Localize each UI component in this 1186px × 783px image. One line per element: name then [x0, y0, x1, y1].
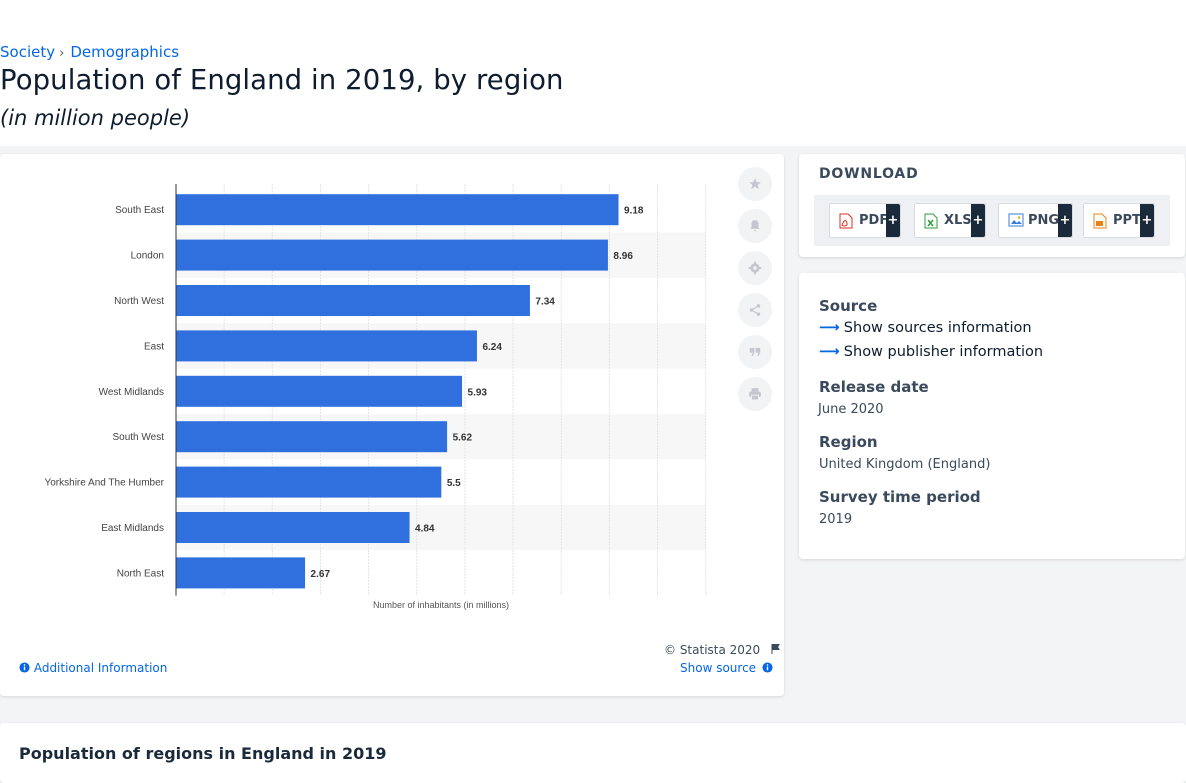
- download-pdf-button[interactable]: PDF +: [829, 203, 901, 238]
- related-title: Population of regions in England in 2019: [19, 744, 387, 763]
- download-png-button[interactable]: PNG +: [998, 203, 1073, 238]
- survey-period-value: 2019: [819, 512, 853, 527]
- data-label: 5.93: [468, 387, 488, 398]
- show-publisher-link[interactable]: ⟶ Show publisher information: [819, 344, 1043, 360]
- bar-south-east[interactable]: [176, 194, 619, 226]
- show-sources-label: Show sources information: [843, 320, 1032, 336]
- flag-icon[interactable]: [770, 643, 782, 655]
- category-label: West Midlands: [99, 387, 164, 398]
- bar-south-west[interactable]: [176, 421, 448, 453]
- breadcrumb: Society › Demographics: [0, 43, 179, 61]
- data-label: 5.62: [453, 433, 473, 444]
- info-icon: [762, 662, 773, 673]
- bar-west-midlands[interactable]: [176, 375, 463, 407]
- download-title: DOWNLOAD: [819, 166, 919, 182]
- png-plus-icon: +: [1058, 204, 1072, 237]
- additional-information-label: Additional Information: [33, 661, 168, 675]
- xls-plus-icon: +: [971, 204, 985, 237]
- related-card: Population of regions in England in 2019: [0, 723, 1186, 783]
- data-label: 5.5: [447, 478, 461, 489]
- category-label: North East: [117, 568, 164, 579]
- show-publisher-label: Show publisher information: [843, 344, 1044, 360]
- metadata-card: Source ⟶ Show sources information ⟶ Show p…: [799, 273, 1185, 559]
- category-label: North West: [114, 296, 164, 307]
- breadcrumb-demographics-link[interactable]: Demographics: [70, 43, 180, 61]
- category-label: Yorkshire And The Humber: [44, 478, 164, 489]
- arrow-right-icon: ⟶: [819, 344, 840, 360]
- star-icon[interactable]: [738, 167, 772, 201]
- page-subtitle: (in million people): [0, 106, 191, 130]
- bar-chart: South East 9.18 London 8.96 North West 7.34 Ea…: [44, 184, 707, 610]
- arrow-right-icon: ⟶: [819, 320, 840, 336]
- bar-north-east[interactable]: [176, 557, 306, 589]
- download-xls-label: XLS: [944, 213, 972, 228]
- download-card: DOWNLOAD PDF + XLS + PNG + PPT +: [799, 154, 1185, 257]
- bar-yorkshire-and-the-humber[interactable]: [176, 466, 442, 498]
- bar-east-midlands[interactable]: [176, 512, 410, 543]
- region-heading: Region: [819, 433, 878, 451]
- download-png-label: PNG: [1028, 213, 1060, 228]
- breadcrumb-society-link[interactable]: Society: [0, 43, 56, 61]
- survey-period-heading: Survey time period: [819, 488, 981, 506]
- download-ppt-button[interactable]: PPT +: [1083, 203, 1155, 238]
- category-label: South East: [115, 205, 164, 216]
- data-label: 4.84: [415, 524, 435, 535]
- source-heading: Source: [819, 297, 878, 315]
- breadcrumb-separator: ›: [59, 46, 65, 61]
- bar-london[interactable]: [176, 239, 608, 271]
- bar-north-west[interactable]: [176, 285, 530, 316]
- release-date-value: June 2020: [818, 402, 884, 417]
- show-sources-link[interactable]: ⟶ Show sources information: [819, 320, 1032, 336]
- download-pdf-label: PDF: [859, 213, 889, 228]
- category-label: South West: [112, 432, 164, 443]
- x-axis-label: Number of inhabitants (in millions): [373, 600, 509, 610]
- category-label: East: [144, 341, 164, 352]
- gear-icon[interactable]: [738, 251, 772, 285]
- release-date-heading: Release date: [819, 378, 929, 396]
- info-icon: [19, 662, 30, 673]
- category-label: London: [131, 251, 164, 262]
- print-icon[interactable]: [738, 377, 772, 411]
- pdf-plus-icon: +: [886, 204, 900, 237]
- page-title: Population of England in 2019, by region: [0, 64, 564, 96]
- chart-card: South East 9.18 London 8.96 North West 7.34 Ea…: [0, 154, 784, 696]
- ppt-file-icon: [1093, 213, 1107, 229]
- download-xls-button[interactable]: XLS +: [914, 203, 986, 238]
- region-value: United Kingdom (England): [819, 457, 991, 472]
- data-label: 9.18: [624, 206, 644, 217]
- ppt-plus-icon: +: [1140, 204, 1154, 237]
- bell-icon[interactable]: [738, 209, 772, 243]
- bar-east[interactable]: [176, 330, 477, 362]
- copyright-label: © Statista 2020: [664, 643, 761, 657]
- share-icon[interactable]: [738, 293, 772, 327]
- show-source-link[interactable]: Show source: [680, 661, 773, 675]
- show-source-label: Show source: [680, 661, 757, 675]
- top-bar: [0, 0, 1186, 40]
- download-ppt-label: PPT: [1113, 213, 1141, 228]
- pdf-file-icon: [839, 213, 853, 229]
- copyright-text: © Statista 2020: [664, 643, 782, 657]
- quote-icon[interactable]: [738, 335, 772, 369]
- data-label: 6.24: [482, 342, 502, 353]
- data-label: 2.67: [311, 569, 331, 580]
- additional-information-link[interactable]: Additional Information: [19, 661, 167, 675]
- xls-file-icon: [924, 213, 938, 229]
- data-label: 8.96: [613, 251, 633, 262]
- png-file-icon: [1008, 213, 1024, 229]
- category-label: East Midlands: [101, 523, 164, 534]
- data-label: 7.34: [535, 297, 555, 308]
